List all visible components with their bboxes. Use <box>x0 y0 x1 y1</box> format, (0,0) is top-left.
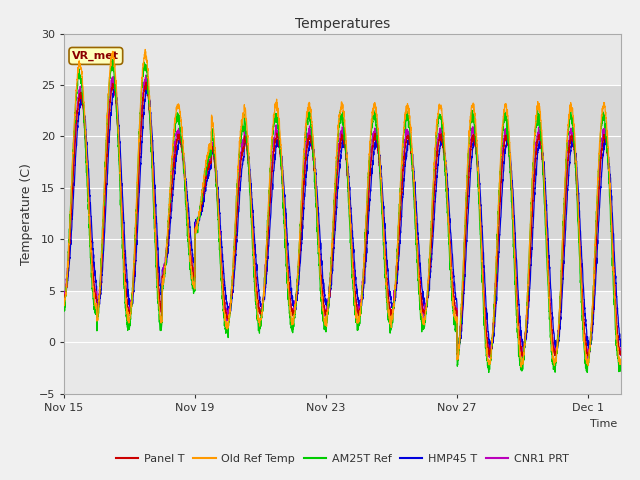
Legend: Panel T, Old Ref Temp, AM25T Ref, HMP45 T, CNR1 PRT: Panel T, Old Ref Temp, AM25T Ref, HMP45 … <box>112 450 573 468</box>
Title: Temperatures: Temperatures <box>295 17 390 31</box>
Y-axis label: Temperature (C): Temperature (C) <box>20 163 33 264</box>
Text: VR_met: VR_met <box>72 51 119 61</box>
X-axis label: Time: Time <box>591 419 618 429</box>
Bar <box>64 85 621 291</box>
